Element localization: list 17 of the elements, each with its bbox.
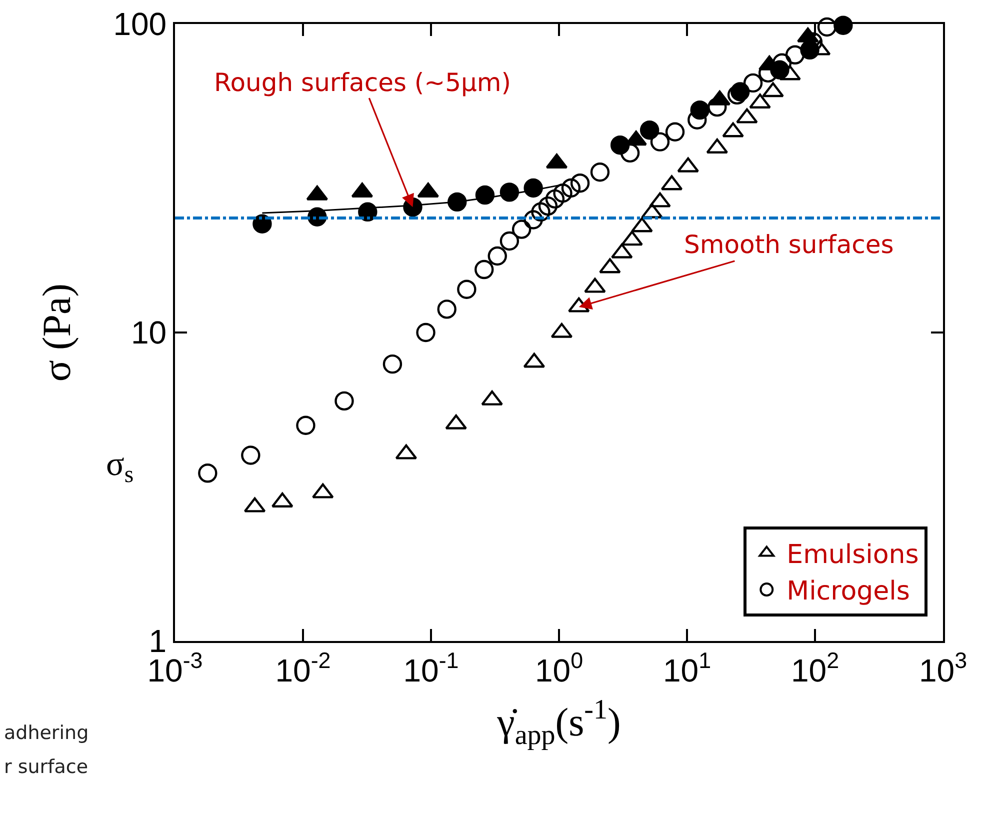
legend-label: Microgels [786, 576, 910, 607]
x-tick-label: 10$^{-1}$ [403, 648, 459, 688]
x-tick-label: 10$^{-2}$ [275, 648, 331, 688]
text: σ$_{s}$ [106, 446, 134, 488]
text: r surface [4, 756, 88, 778]
y-tick-label: 100 [113, 6, 167, 42]
y-tick-label: 10 [131, 314, 167, 351]
x-tick-label: 10$^{1}$ [662, 648, 712, 688]
legend-label: Emulsions [786, 540, 919, 570]
x-axis-title: γ̇$_{app}$(s$^{-1}$) [496, 694, 621, 751]
annotation: Smooth surfaces [684, 230, 894, 259]
x-tick-label: 10$^{3}$ [918, 648, 968, 688]
annotation: Rough surfaces (~5µm) [214, 68, 512, 97]
x-tick-label: 10$^{2}$ [790, 648, 840, 688]
x-tick-label: 10$^{0}$ [534, 648, 584, 688]
text: adhering [4, 722, 89, 744]
y-axis-title: σ (Pa) [34, 283, 80, 382]
